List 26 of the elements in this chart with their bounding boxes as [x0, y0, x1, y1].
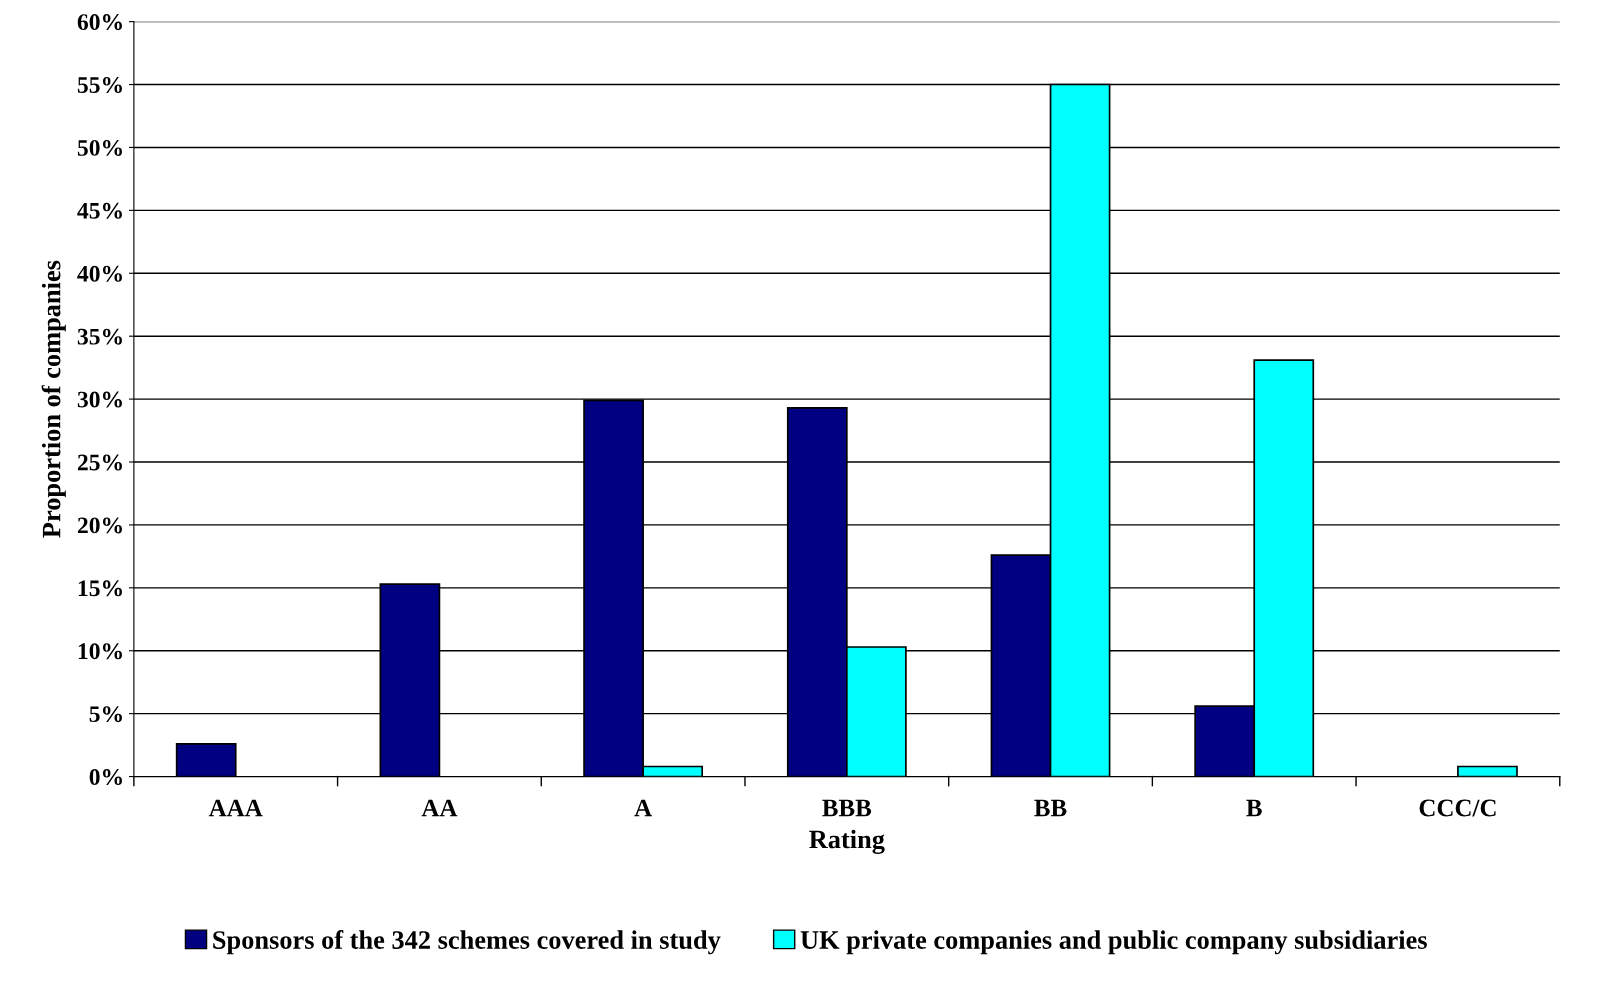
legend-label: UK private companies and public company subsidiaries	[800, 930, 1427, 955]
x-tick-label: AAA	[208, 799, 263, 817]
y-tick-label: 40%	[77, 265, 122, 282]
y-tick-label: 60%	[77, 14, 122, 31]
x-tick-label: CCC/C	[1419, 799, 1496, 817]
y-tick-label: 0%	[89, 769, 122, 786]
y-tick-label: 45%	[77, 202, 122, 219]
y-tick-label: 50%	[77, 139, 122, 156]
y-tick-label: 25%	[77, 454, 122, 471]
x-tick-label: AA	[421, 799, 458, 817]
x-axis-title: Rating	[809, 829, 885, 854]
y-tick-label: 20%	[77, 517, 122, 534]
y-axis-title: Proportion of companies	[41, 260, 66, 538]
bar	[175, 743, 237, 777]
y-tick-label: 55%	[77, 77, 122, 94]
y-tick-label: 30%	[77, 391, 122, 408]
y-tick-label: 5%	[89, 706, 122, 723]
x-tick-label: A	[634, 799, 652, 817]
x-tick-label: BB	[1034, 799, 1067, 817]
x-tick-label: BBB	[822, 799, 872, 817]
y-tick-label: 35%	[77, 328, 122, 345]
y-tick-label: 10%	[78, 643, 122, 660]
x-tick-label: B	[1246, 799, 1262, 817]
bar	[1457, 765, 1518, 777]
legend-label: Sponsors of the 342 schemes covered in study	[213, 930, 721, 955]
y-tick-label: 15%	[78, 580, 122, 597]
